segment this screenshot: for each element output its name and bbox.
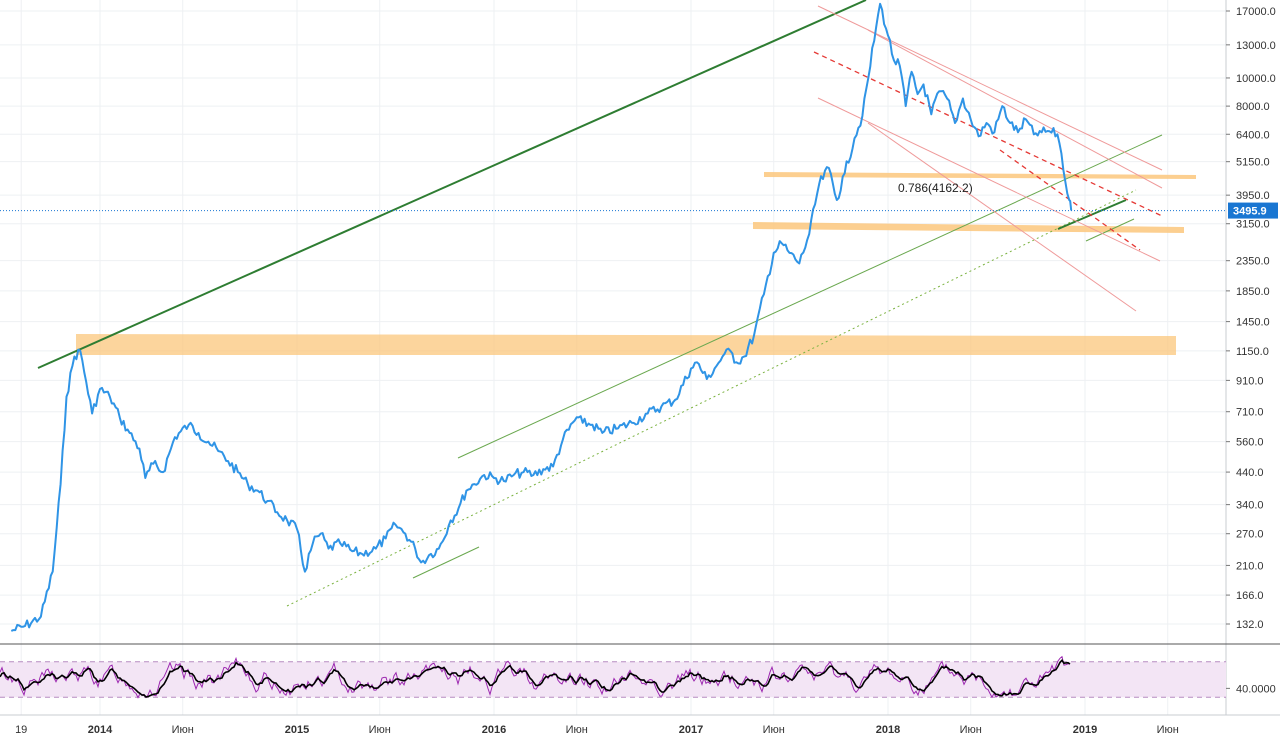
x-tick-label: Июн [172, 724, 194, 736]
x-tick-label: 2014 [88, 724, 113, 736]
support-band-3150 [753, 222, 1184, 233]
y-tick-label: 13000.0 [1236, 40, 1276, 52]
x-tick-label: 2019 [1073, 724, 1097, 736]
y-tick-label: 166.0 [1236, 590, 1264, 602]
oscillator-y-tick-label: 40.0000 [1236, 683, 1276, 695]
channel-upper-line[interactable] [457, 134, 1163, 459]
current-price-value: 3495.9 [1233, 206, 1267, 218]
oscillator-fast-line[interactable] [0, 655, 1071, 699]
y-tick-label: 1450.0 [1236, 317, 1270, 329]
x-tick-label: 2016 [482, 724, 506, 736]
short-support-line-2[interactable] [1085, 218, 1135, 242]
resistance-line-3[interactable] [817, 97, 1161, 262]
fib-level-label: 0.786(4162.2) [898, 181, 973, 195]
y-tick-label: 3950.0 [1236, 190, 1270, 202]
x-tick-label: Июн [763, 724, 785, 736]
current-price-badge-bg [1228, 202, 1278, 219]
x-tick-label: 2015 [285, 724, 309, 736]
y-tick-label: 340.0 [1236, 500, 1264, 512]
resistance-line-4[interactable] [867, 122, 1137, 312]
y-tick-label: 1150.0 [1236, 346, 1269, 358]
x-tick-label: Июн [1157, 724, 1179, 736]
x-tick-label: 19 [15, 724, 27, 736]
y-tick-label: 3150.0 [1236, 219, 1270, 231]
y-tick-label: 6400.0 [1236, 129, 1270, 141]
x-tick-label: 2018 [876, 724, 900, 736]
y-tick-label: 210.0 [1236, 560, 1264, 572]
oscillator-slow-line[interactable] [0, 659, 1071, 698]
support-band-1150 [76, 334, 1176, 355]
dashed-resistance-line-2[interactable] [999, 149, 1141, 251]
channel-lower-segment[interactable] [412, 546, 480, 579]
y-tick-label: 2350.0 [1236, 256, 1270, 268]
y-tick-label: 10000.0 [1236, 73, 1276, 85]
y-tick-label: 440.0 [1236, 467, 1264, 479]
x-tick-label: Июн [960, 724, 982, 736]
y-tick-label: 17000.0 [1236, 6, 1276, 18]
y-tick-label: 270.0 [1236, 529, 1264, 541]
trend-lines [37, 0, 1163, 607]
y-tick-label: 8000.0 [1236, 101, 1270, 113]
y-tick-label: 710.0 [1236, 407, 1264, 419]
dashed-resistance-line-1[interactable] [813, 51, 1163, 217]
y-tick-label: 5150.0 [1236, 157, 1270, 169]
x-tick-label: Июн [566, 724, 588, 736]
x-tick-label: Июн [369, 724, 391, 736]
y-tick-label: 1850.0 [1236, 286, 1270, 298]
price-series-line[interactable] [10, 2, 1073, 632]
short-support-line[interactable] [1057, 199, 1127, 230]
y-tick-label: 560.0 [1236, 437, 1264, 449]
x-tick-label: 2017 [679, 724, 703, 736]
resistance-line-2[interactable] [867, 29, 1163, 189]
y-tick-label: 132.0 [1236, 619, 1264, 631]
long-term-trend-line[interactable] [37, 0, 867, 369]
y-tick-label: 910.0 [1236, 375, 1264, 387]
current-price-badge: 3495.9 [1228, 202, 1278, 219]
